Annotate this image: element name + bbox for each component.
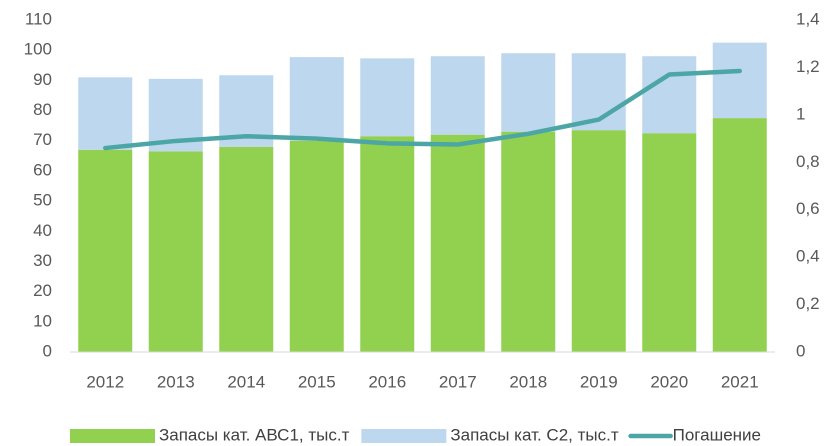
y-tick-label: 100 [24, 40, 52, 59]
line [103, 68, 742, 151]
y-tick-label: 20 [33, 281, 52, 300]
y-tick-label: 70 [33, 130, 52, 149]
bar [712, 118, 767, 352]
y-tick-label: 0 [43, 341, 52, 360]
x-tick-label: 2015 [298, 372, 336, 391]
x-tick-label: 2016 [368, 372, 406, 391]
x-tick-label: 2021 [721, 372, 759, 391]
x-tick-label: 2012 [86, 372, 124, 391]
y-tick-label: 110 [25, 9, 52, 28]
y2-tick-label: 1,4 [796, 9, 820, 28]
legend: Запасы кат. АВС1, тыс.т Запасы кат. С2, т… [69, 425, 761, 444]
bar [148, 151, 203, 352]
bar [712, 42, 767, 119]
x-tick-label: 2018 [509, 372, 547, 391]
bar [78, 149, 133, 352]
bar [289, 140, 344, 352]
bar [571, 130, 626, 352]
x-tick-label: 2019 [580, 372, 618, 391]
y-tick-label: 30 [33, 251, 52, 270]
y2-tick-label: 1,2 [796, 57, 820, 76]
y-tick-label: 50 [33, 191, 52, 210]
legend-label: Запасы кат. АВС1, тыс.т [159, 425, 350, 444]
legend-label: Запасы кат. С2, тыс.т [450, 425, 618, 444]
y-tick-label: 90 [33, 70, 52, 89]
x-tick-label: 2013 [157, 372, 195, 391]
bar [642, 56, 697, 134]
bar [360, 136, 415, 352]
bar [360, 58, 415, 137]
bar [501, 53, 556, 132]
x-tick-label: 2017 [439, 372, 477, 391]
y2-tick-label: 1 [796, 104, 805, 123]
y-tick-label: 60 [33, 160, 52, 179]
y2-tick-label: 0,2 [796, 294, 820, 313]
bar [219, 146, 274, 352]
y2-tick-label: 0,4 [796, 247, 820, 266]
x-tick-label: 2014 [227, 372, 265, 391]
bar [289, 57, 344, 141]
y-tick-label: 40 [33, 221, 52, 240]
bar [642, 133, 697, 352]
bar [501, 131, 556, 352]
bar [430, 56, 485, 135]
legend-label: Погашение [673, 425, 761, 444]
y-tick-label: 80 [33, 100, 52, 119]
y2-tick-label: 0,8 [796, 152, 820, 171]
x-tick-label: 2020 [650, 372, 688, 391]
bar [430, 134, 485, 352]
bar [78, 77, 133, 150]
y2-tick-label: 0 [796, 341, 805, 360]
legend-symbol [69, 429, 155, 443]
y2-tick-label: 0,6 [796, 199, 820, 218]
legend-symbol [361, 429, 447, 443]
y-tick-label: 10 [33, 311, 52, 330]
